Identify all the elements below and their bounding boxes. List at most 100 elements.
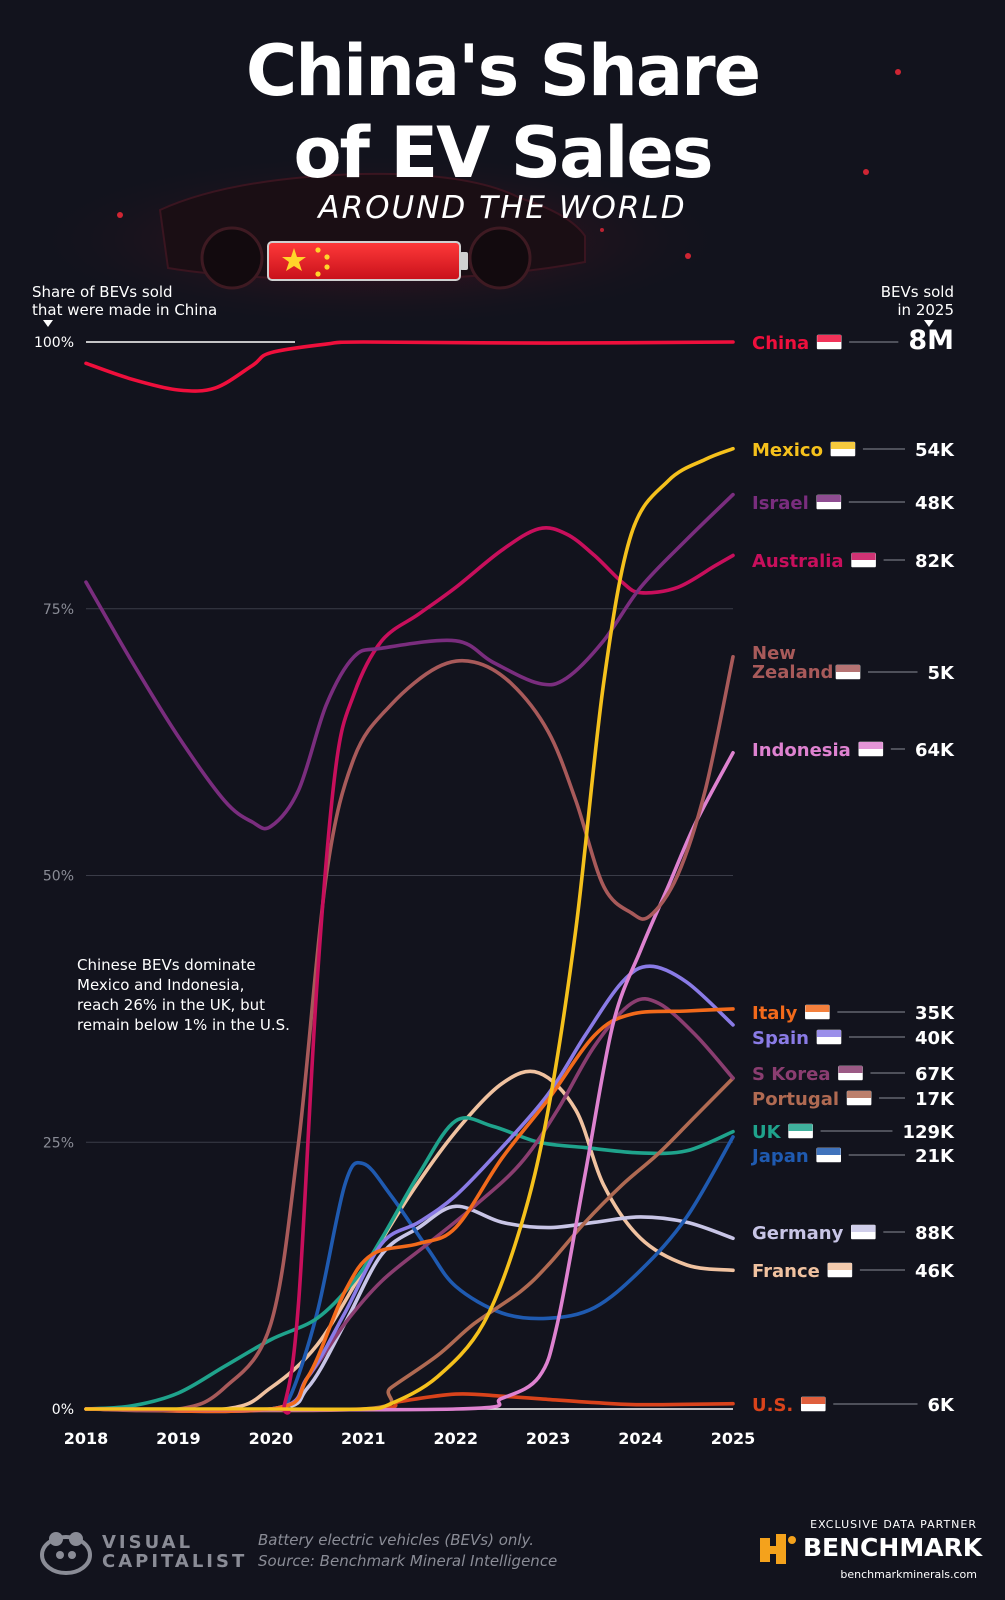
series-value-2025: 6K [928, 1395, 956, 1416]
series-label-s-korea: S Korea 67K [752, 1064, 955, 1085]
flag-stripe [788, 1124, 813, 1131]
series-label-mexico: Mexico 54K [752, 440, 955, 461]
series-name: U.S. [752, 1395, 793, 1416]
chart-title-line2: of EV Sales [293, 112, 713, 194]
visual-capitalist-logo-icon [40, 1532, 92, 1575]
series-label-uk: UK 129K [752, 1122, 955, 1143]
flag-stripe [858, 742, 883, 749]
series-name: S Korea [752, 1064, 830, 1085]
series-value-2025: 48K [915, 493, 955, 514]
series-line-indonesia [84, 751, 735, 1412]
series-value-2025: 35K [915, 1003, 955, 1024]
chart-title-line1: China's Share [245, 30, 761, 112]
series-value-2025: 17K [915, 1089, 955, 1110]
series-value-2025: 88K [915, 1223, 955, 1244]
series-value-2025: 46K [915, 1261, 955, 1282]
series-line-s-korea [84, 997, 735, 1414]
series-value-2025: 21K [915, 1146, 955, 1167]
partner-label: EXCLUSIVE DATA PARTNER [810, 1518, 977, 1531]
series-line-germany [84, 1204, 735, 1413]
flag-stripe [805, 1005, 830, 1012]
series-value-2025: 64K [915, 740, 955, 761]
series-label-germany: Germany 88K [752, 1223, 955, 1244]
chart-subtitle: AROUND THE WORLD [318, 190, 687, 226]
series-label-france: France 46K [752, 1261, 955, 1282]
y-tick-label: 75% [43, 602, 74, 618]
flag-stripe [816, 495, 841, 502]
series-name: Indonesia [752, 740, 851, 761]
series-name: Portugal [752, 1089, 839, 1110]
grid-lines [86, 341, 733, 1410]
series-line-new-zealand [84, 655, 735, 1413]
flag-stripe [838, 1066, 863, 1073]
car-battery-china-flag-icon [20, 69, 901, 330]
series-label-spain: Spain 40K [752, 1028, 955, 1049]
series-line-uk [84, 1116, 735, 1411]
annotation-line: remain below 1% in the U.S. [77, 1016, 290, 1034]
flag-stripe [827, 1263, 852, 1270]
x-tick-label: 2021 [341, 1429, 386, 1448]
source-line2: Source: Benchmark Mineral Intelligence [258, 1552, 558, 1570]
series-value-2025: 82K [915, 551, 955, 572]
series-line-china [84, 340, 735, 393]
partner-url: benchmarkminerals.com [840, 1568, 977, 1581]
partner-name: BENCHMARK [803, 1533, 983, 1562]
series-line-japan [84, 1135, 735, 1412]
series-label-japan: Japan 21K [750, 1146, 955, 1167]
right-axis-title-line2: in 2025 [897, 301, 954, 319]
y-tick-label: 50% [43, 869, 74, 885]
series-name: Mexico [752, 440, 823, 461]
series-label-indonesia: Indonesia 64K [752, 740, 955, 761]
source-note: Battery electric vehicles (BEVs) only. S… [258, 1530, 678, 1572]
flag-stripe [817, 335, 842, 342]
x-tick-label: 2020 [249, 1429, 294, 1448]
benchmark-logo-icon [760, 1534, 796, 1564]
series-line-mexico [84, 446, 735, 1412]
left-axis-title: Share of BEVs sold that were made in Chi… [32, 283, 272, 319]
series-value-2025: 40K [915, 1028, 955, 1049]
series-lines [84, 340, 735, 1415]
series-label-italy: Italy 35K [752, 1003, 955, 1024]
left-axis-title-line2: that were made in China [32, 301, 218, 319]
right-axis-title: BEVs sold in 2025 [850, 283, 954, 319]
series-name: Zealand [752, 662, 833, 683]
series-name: Australia [752, 551, 844, 572]
series-name: Israel [752, 493, 809, 514]
annotation-line: Mexico and Indonesia, [77, 976, 245, 994]
x-tick-label: 2025 [711, 1429, 756, 1448]
series-name: Spain [752, 1028, 809, 1049]
brand-line1: VISUAL [102, 1532, 194, 1553]
x-axis: 2018 2019 2020 2021 2022 2023 2024 2025 [64, 1429, 756, 1448]
brand-line2: CAPITALIST [102, 1551, 248, 1572]
y-tick-label: 0% [52, 1402, 74, 1418]
series-labels: China 8M Mexico 54K Israel 48K Australia 82K New… [750, 325, 955, 1416]
x-tick-label: 2024 [618, 1429, 663, 1448]
series-name: UK [752, 1122, 782, 1143]
series-value-2025: 8M [908, 325, 954, 356]
series-name: Italy [752, 1003, 798, 1024]
series-label-australia: Australia 82K [752, 551, 955, 572]
left-axis-title-line1: Share of BEVs sold [32, 283, 173, 301]
y-tick-label: 25% [43, 1135, 74, 1151]
series-line-australia [84, 526, 735, 1415]
flag-stripe [801, 1397, 826, 1404]
flag-stripe [851, 1225, 876, 1232]
x-tick-label: 2019 [156, 1429, 201, 1448]
series-value-2025: 67K [915, 1064, 955, 1085]
flag-stripe [830, 442, 855, 449]
flag-stripe [851, 553, 876, 560]
left-axis-marker-icon [43, 320, 53, 327]
series-value-2025: 54K [915, 440, 955, 461]
annotation-text: Chinese BEVs dominate Mexico and Indones… [77, 955, 317, 1035]
y-tick-label: 100% [34, 335, 74, 351]
series-name: Germany [752, 1223, 844, 1244]
x-tick-label: 2023 [526, 1429, 571, 1448]
flag-stripe [836, 665, 860, 672]
annotation-line: Chinese BEVs dominate [77, 956, 256, 974]
series-label-israel: Israel 48K [752, 493, 955, 514]
flag-stripe [816, 1148, 841, 1155]
series-label-u-s: U.S. 6K [752, 1395, 955, 1416]
series-line-france [84, 1069, 735, 1413]
x-tick-label: 2018 [64, 1429, 109, 1448]
